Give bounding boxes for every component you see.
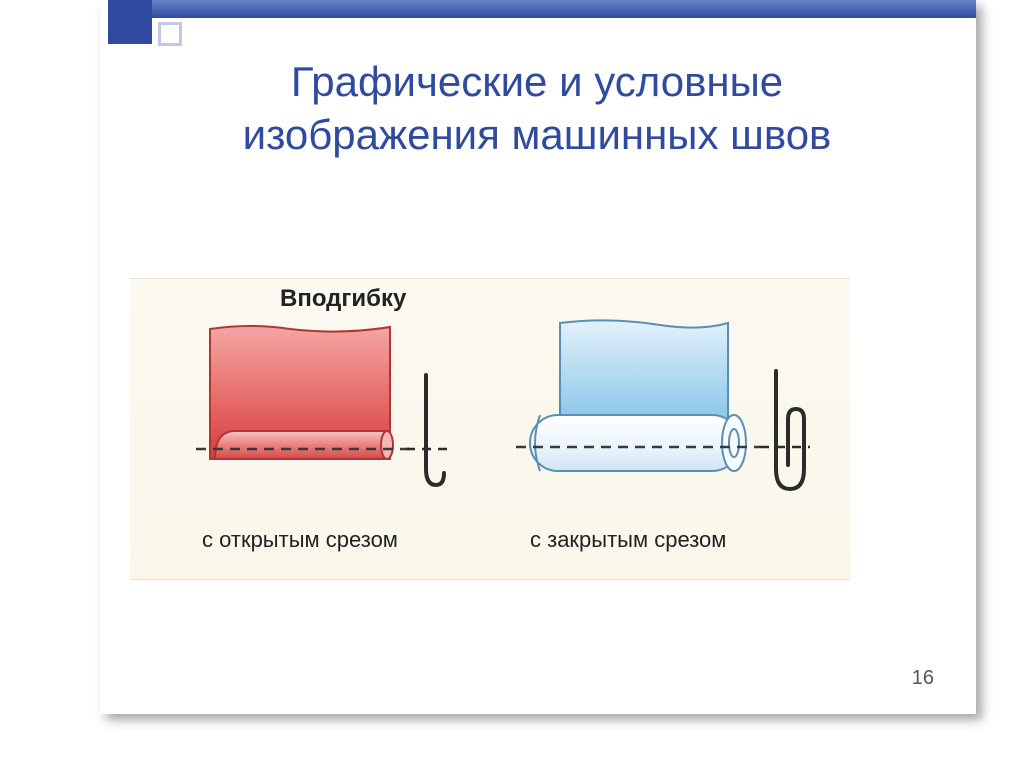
figure-strip: Вподгибку [130,278,850,580]
decor-square-large [108,0,152,44]
symbol-open-hem-icon [406,375,448,485]
decor-square-small [158,22,182,46]
page-number: 16 [912,667,934,690]
title-line-1: Графические и условные [291,58,783,105]
caption-closed-hem: с закрытым срезом [530,527,726,553]
diagram-closed-hem [510,319,810,519]
group-label-vpodgibku: Вподгибку [280,285,406,313]
slide-stage: Графические и условные изображения машин… [0,0,1024,768]
caption-open-hem: с открытым срезом [202,527,398,553]
top-gradient-bar [148,0,976,18]
symbol-closed-hem-icon [760,371,810,489]
title-line-2: изображения машинных швов [243,111,832,158]
slide-title: Графические и условные изображения машин… [120,56,954,161]
diagram-open-hem [190,319,450,519]
